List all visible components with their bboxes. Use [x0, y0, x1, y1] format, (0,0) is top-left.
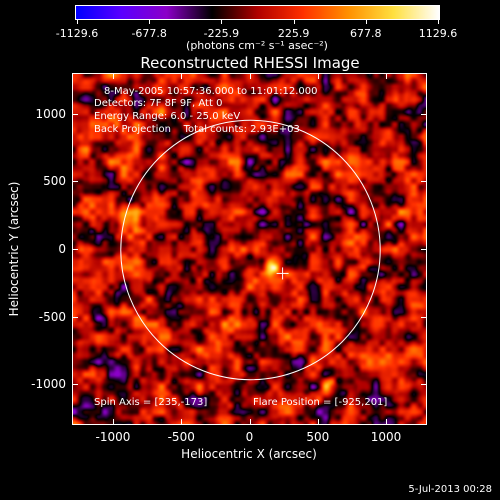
colorbar-tick-label: 1129.6: [418, 27, 458, 40]
y-tick-mark: [73, 316, 78, 318]
colorbar-tick-label: -677.8: [131, 27, 167, 40]
colorbar-tick-mark: [77, 20, 78, 24]
colorbar-tick-label: 677.8: [350, 27, 382, 40]
y-axis-label: Heliocentric Y (arcsec): [7, 181, 21, 317]
y-tick-label: 1000: [35, 106, 66, 121]
x-axis-label: Heliocentric X (arcsec): [181, 447, 317, 461]
info-spin-axis: Spin Axis = [235,-173]: [94, 397, 208, 408]
colorbar-tick-mark: [438, 20, 439, 24]
y-tick-mark: [73, 113, 78, 115]
colorbar-units: (photons cm⁻² s⁻¹ asec⁻²): [186, 39, 328, 52]
y-tick-mark: [421, 249, 426, 250]
x-tick-mark: [317, 419, 319, 424]
info-time-range: 8-May-2005 10:57:36.000 to 11:01:12.000: [104, 86, 318, 97]
y-tick-label: 500: [43, 174, 66, 189]
plot-area: [72, 73, 427, 425]
info-detectors: Detectors: 7F 8F 9F, Att 0: [94, 98, 223, 109]
info-method-counts: Back Projection Total counts: 2.93E+03: [94, 124, 300, 135]
colorbar-tick-mark: [221, 20, 223, 24]
y-tick-label: 0: [58, 242, 66, 256]
spin-axis-marker: [276, 267, 289, 280]
x-tick-label: 500: [306, 430, 330, 444]
colorbar-tick-label: 225.9: [277, 27, 310, 40]
heatmap-image: [73, 74, 426, 424]
plot-overlay: [120, 119, 381, 381]
x-tick-label: -500: [167, 430, 195, 444]
colorbar-tick-mark: [149, 20, 151, 24]
info-energy-range: Energy Range: 6.0 - 25.0 keV: [94, 111, 241, 122]
x-tick-mark: [317, 74, 319, 79]
colorbar-tick-label: -1129.6: [55, 27, 99, 40]
x-tick-mark: [386, 419, 388, 424]
y-tick-label: -1000: [31, 377, 66, 392]
x-tick-mark: [181, 419, 183, 424]
x-tick-mark: [181, 74, 183, 79]
info-flare-position: Flare Position = [-925,201]: [253, 397, 388, 408]
y-tick-mark: [421, 316, 426, 318]
y-tick-mark: [73, 249, 78, 250]
x-tick-label: -1000: [95, 430, 131, 444]
solar-limb-circle: [120, 119, 381, 381]
plot-title: Reconstructed RHESSI Image: [140, 54, 360, 72]
y-tick-mark: [73, 181, 78, 183]
footer-date: 5-Jul-2013 00:28: [408, 484, 492, 495]
x-tick-label: 1000: [370, 430, 402, 444]
x-tick-label: 0: [245, 430, 254, 444]
x-tick-mark: [249, 419, 251, 424]
y-tick-label: -500: [38, 309, 66, 324]
x-tick-mark: [112, 74, 114, 79]
colorbar-tick-mark: [365, 20, 367, 24]
x-tick-mark: [249, 74, 251, 79]
y-tick-mark: [73, 384, 78, 386]
y-tick-mark: [421, 181, 426, 183]
colorbar-tick-label: -225.9: [203, 27, 240, 40]
colorbar-tick-mark: [293, 20, 295, 24]
y-tick-mark: [421, 113, 426, 115]
x-tick-mark: [386, 74, 388, 79]
y-tick-mark: [421, 384, 426, 386]
x-tick-mark: [112, 419, 114, 424]
colorbar: [75, 5, 440, 20]
